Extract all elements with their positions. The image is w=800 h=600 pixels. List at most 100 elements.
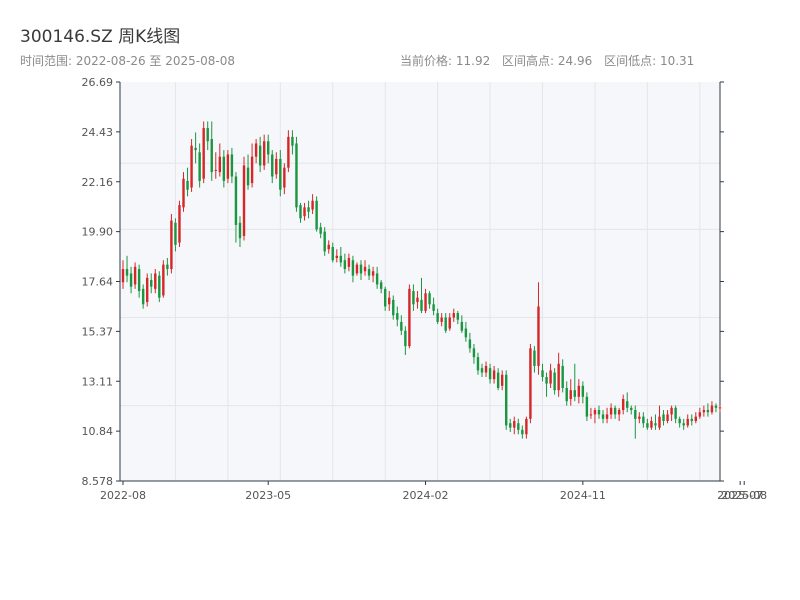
candle-body: [194, 147, 197, 151]
y-tick-label: 17.64: [82, 276, 114, 289]
candle-body: [238, 222, 242, 239]
candle-body: [137, 269, 141, 292]
candle-body: [162, 264, 165, 296]
candle-body: [517, 423, 520, 430]
candle-body: [279, 158, 282, 190]
candle-body: [158, 275, 161, 298]
candle-body: [383, 288, 387, 307]
candle-body: [218, 156, 222, 173]
candle-body: [593, 410, 597, 415]
candle-body: [275, 158, 278, 175]
candle-body: [440, 317, 443, 322]
candle-body: [480, 368, 484, 373]
y-tick-label: 22.16: [82, 176, 114, 189]
candle-body: [561, 365, 564, 388]
candle-body: [549, 370, 552, 384]
candle-body: [287, 136, 290, 168]
candle-body: [311, 200, 314, 210]
candle-body: [428, 293, 431, 305]
candle-body: [367, 269, 371, 276]
candle-body: [702, 410, 706, 413]
candle-body: [351, 260, 355, 276]
candle-body: [589, 414, 593, 416]
candle-body: [464, 328, 468, 338]
candle-body: [698, 412, 702, 417]
y-tick-label: 26.69: [82, 76, 114, 89]
y-tick-label: 19.90: [82, 226, 114, 239]
candle-body: [121, 269, 125, 283]
y-tick-label: 24.43: [82, 126, 114, 139]
candle-body: [585, 396, 589, 417]
candle-body: [690, 418, 693, 422]
candle-body: [283, 167, 286, 188]
candle-body: [347, 258, 351, 267]
candle-body: [355, 264, 359, 274]
period-low-label: 区间低点: 10.31: [604, 54, 695, 68]
candle-body: [295, 143, 298, 208]
date-range-label: 时间范围: 2022-08-26 至 2025-08-08: [20, 54, 235, 68]
candle-body: [359, 264, 363, 274]
candle-body: [541, 370, 544, 377]
candle-body: [412, 291, 415, 305]
candle-body: [626, 401, 629, 408]
candle-body: [432, 304, 435, 311]
candle-body: [577, 385, 581, 397]
candle-body: [573, 390, 576, 397]
candle-body: [246, 167, 250, 186]
candle-body: [396, 313, 399, 320]
candle-body: [565, 387, 568, 402]
y-tick-label: 13.11: [82, 375, 114, 388]
candle-body: [642, 416, 645, 424]
candle-body: [186, 180, 189, 190]
candle-body: [375, 273, 379, 285]
candle-body: [484, 365, 488, 373]
candle-body: [569, 390, 572, 400]
candle-body: [400, 321, 403, 331]
candle-body: [371, 271, 375, 276]
candle-body: [476, 357, 480, 371]
candle-body: [714, 405, 718, 408]
candle-body: [500, 374, 504, 386]
candle-body: [448, 317, 451, 329]
candle-body: [258, 145, 262, 166]
candle-body: [230, 154, 234, 177]
candle-body: [416, 297, 419, 303]
candle-body: [609, 407, 613, 415]
candle-body: [262, 141, 266, 166]
candle-body: [190, 145, 193, 188]
x-tick-label: 2024-02: [403, 489, 449, 502]
candle-body: [424, 293, 427, 311]
candle-body: [674, 407, 677, 419]
y-tick-label: 8.578: [82, 475, 114, 488]
candle-body: [597, 410, 601, 415]
candle-body: [646, 423, 649, 428]
candle-body: [444, 317, 447, 331]
candle-body: [226, 154, 230, 179]
candle-body: [271, 154, 274, 177]
candle-body: [170, 220, 173, 270]
candle-body: [496, 372, 500, 388]
candle-body: [291, 136, 294, 146]
candle-body: [166, 264, 169, 270]
candle-body: [210, 139, 213, 173]
candle-body: [174, 222, 177, 245]
candle-body: [662, 414, 665, 422]
candle-body: [505, 374, 508, 426]
candle-body: [601, 414, 605, 419]
candle-body: [335, 255, 338, 259]
candle-body: [408, 288, 411, 347]
candle-body: [678, 418, 681, 424]
candle-body: [363, 266, 367, 272]
candle-body: [710, 405, 714, 413]
x-tick-label: 2022-08: [100, 489, 146, 502]
candle-body: [634, 410, 637, 419]
candle-body: [557, 363, 560, 391]
candle-body: [323, 231, 326, 252]
candle-body: [472, 348, 476, 358]
candle-body: [379, 282, 383, 289]
candle-body: [327, 244, 330, 250]
candle-body: [125, 269, 129, 276]
candle-body: [299, 205, 302, 219]
candle-body: [129, 273, 133, 287]
